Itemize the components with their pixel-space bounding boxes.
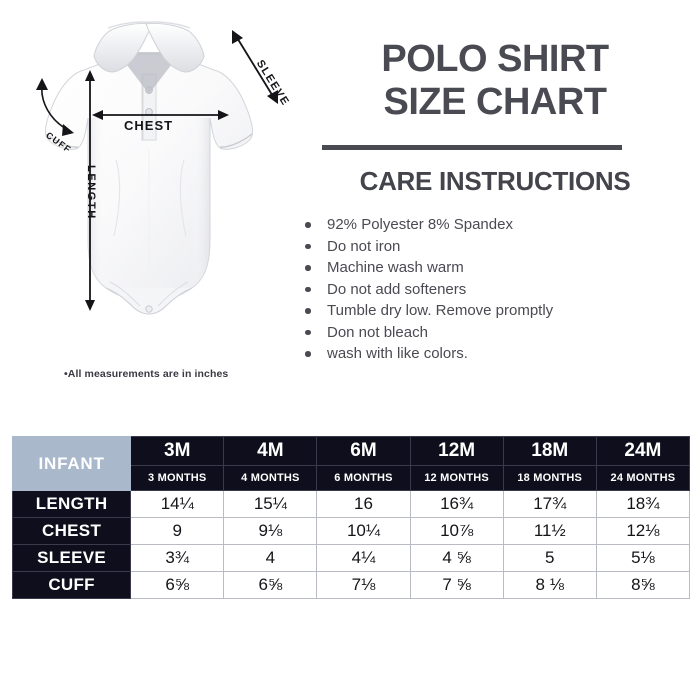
list-item: Do not iron — [302, 236, 700, 258]
table-header-row-sizes: INFANT 3M 4M 6M 12M 18M 24M — [11, 436, 691, 491]
care-item-text: 92% Polyester 8% Spandex — [327, 216, 513, 233]
list-item: Do not add softeners — [302, 279, 700, 301]
cell-length-4m: 15¼ — [223, 490, 318, 518]
cell-sleeve-3m: 3¾ — [130, 544, 225, 572]
cell-cuff-4m: 6⅝ — [223, 571, 318, 599]
row-label-sleeve: SLEEVE — [11, 544, 132, 572]
care-item-text: Do not add softeners — [327, 280, 467, 298]
title-line-2: SIZE CHART — [383, 81, 608, 123]
length-label: LENGTH — [85, 165, 97, 220]
cell-cuff-6m: 7⅛ — [316, 571, 411, 599]
size-header-4m: 4M — [223, 436, 318, 466]
cell-chest-18m: 11½ — [502, 517, 597, 545]
size-header-3m: 3M — [130, 436, 225, 466]
cell-length-6m: 16 — [316, 490, 411, 518]
bullet-icon — [305, 351, 311, 357]
text-panel: POLO SHIRT SIZE CHART CARE INSTRUCTIONS … — [290, 0, 700, 400]
cell-length-24m: 18¾ — [595, 490, 691, 518]
row-label-chest: CHEST — [11, 517, 132, 545]
top-section: CHEST LENGTH SLEEVE CUFF •All measuremen… — [12, 0, 700, 400]
bullet-icon — [305, 329, 311, 335]
months-header-3m: 3 MONTHS — [130, 465, 225, 491]
shirt-diagram-panel: CHEST LENGTH SLEEVE CUFF •All measuremen… — [12, 10, 291, 390]
care-instructions-list: 92% Polyester 8% Spandex Do not iron Mac… — [302, 214, 700, 365]
cell-sleeve-12m: 4 ⅝ — [409, 544, 504, 572]
cell-sleeve-6m: 4¼ — [316, 544, 411, 572]
care-item-text: wash with like colors. — [327, 345, 468, 362]
size-header-18m: 18M — [502, 436, 597, 466]
infant-corner-label: INFANT — [11, 436, 132, 491]
cell-length-3m: 14¼ — [130, 490, 225, 518]
cell-sleeve-18m: 5 — [502, 544, 597, 572]
bullet-icon — [305, 265, 311, 271]
size-chart-table-container: INFANT 3M 4M 6M 12M 18M 24M 3 MONTHS 4 M… — [11, 436, 691, 599]
cell-chest-3m: 9 — [130, 517, 225, 545]
bullet-icon — [305, 222, 311, 228]
cell-chest-24m: 12⅛ — [595, 517, 691, 545]
cell-sleeve-4m: 4 — [223, 544, 318, 572]
list-item: Don not bleach — [302, 322, 700, 344]
title-divider — [322, 145, 622, 150]
list-item: 92% Polyester 8% Spandex — [302, 214, 700, 236]
cell-length-18m: 17¾ — [502, 490, 597, 518]
bullet-icon — [305, 308, 311, 314]
cell-chest-6m: 10¼ — [316, 517, 411, 545]
title-line-1: POLO SHIRT — [381, 38, 609, 80]
care-instructions-heading: CARE INSTRUCTIONS — [359, 166, 631, 196]
months-header-18m: 18 MONTHS — [502, 465, 597, 491]
cuff-dimension-arrow — [36, 78, 74, 136]
size-header-6m: 6M — [316, 436, 411, 466]
list-item: Machine wash warm — [302, 257, 700, 279]
cell-cuff-12m: 7 ⅝ — [409, 571, 504, 599]
care-item-text: Don not bleach — [327, 323, 428, 341]
cell-sleeve-24m: 5⅛ — [595, 544, 691, 572]
chest-dimension-arrow — [92, 110, 229, 120]
row-label-cuff: CUFF — [11, 571, 132, 599]
months-header-6m: 6 MONTHS — [316, 465, 411, 491]
cell-cuff-18m: 8 ⅛ — [502, 571, 597, 599]
row-label-length: LENGTH — [11, 490, 132, 518]
care-item-text: Do not iron — [327, 237, 401, 255]
polo-bodysuit-illustration — [36, 21, 278, 315]
chest-label: CHEST — [124, 118, 174, 133]
cell-length-12m: 16¾ — [409, 490, 504, 518]
size-header-24m: 24M — [595, 436, 691, 466]
page-title: POLO SHIRT SIZE CHART — [290, 38, 700, 124]
cell-chest-4m: 9⅛ — [223, 517, 318, 545]
cell-cuff-24m: 8⅝ — [595, 571, 691, 599]
size-chart-table: INFANT 3M 4M 6M 12M 18M 24M 3 MONTHS 4 M… — [11, 436, 691, 599]
cell-chest-12m: 10⅞ — [409, 517, 504, 545]
list-item: wash with like colors. — [302, 343, 700, 365]
length-dimension-arrow — [85, 70, 95, 311]
table-row: LENGTH 14¼ 15¼ 16 16¾ 17¾ 18¾ — [11, 490, 691, 518]
list-item: Tumble dry low. Remove promptly — [302, 300, 700, 322]
table-row: CHEST 9 9⅛ 10¼ 10⅞ 11½ 12⅛ — [11, 517, 691, 545]
cell-cuff-3m: 6⅝ — [130, 571, 225, 599]
bullet-icon — [305, 243, 311, 249]
months-header-4m: 4 MONTHS — [223, 465, 318, 491]
sleeve-dimension-arrow — [232, 30, 278, 104]
months-header-12m: 12 MONTHS — [409, 465, 504, 491]
care-item-text: Tumble dry low. Remove promptly — [327, 302, 554, 319]
size-header-12m: 12M — [409, 436, 504, 466]
bullet-icon — [305, 286, 311, 292]
table-header-row-months: 3 MONTHS 4 MONTHS 6 MONTHS 12 MONTHS 18 … — [13, 465, 691, 491]
months-header-24m: 24 MONTHS — [595, 465, 691, 491]
table-row: CUFF 6⅝ 6⅝ 7⅛ 7 ⅝ 8 ⅛ 8⅝ — [11, 571, 691, 599]
table-row: SLEEVE 3¾ 4 4¼ 4 ⅝ 5 5⅛ — [11, 544, 691, 572]
measurement-footnote: •All measurements are in inches — [64, 368, 229, 380]
care-item-text: Machine wash warm — [327, 259, 464, 276]
